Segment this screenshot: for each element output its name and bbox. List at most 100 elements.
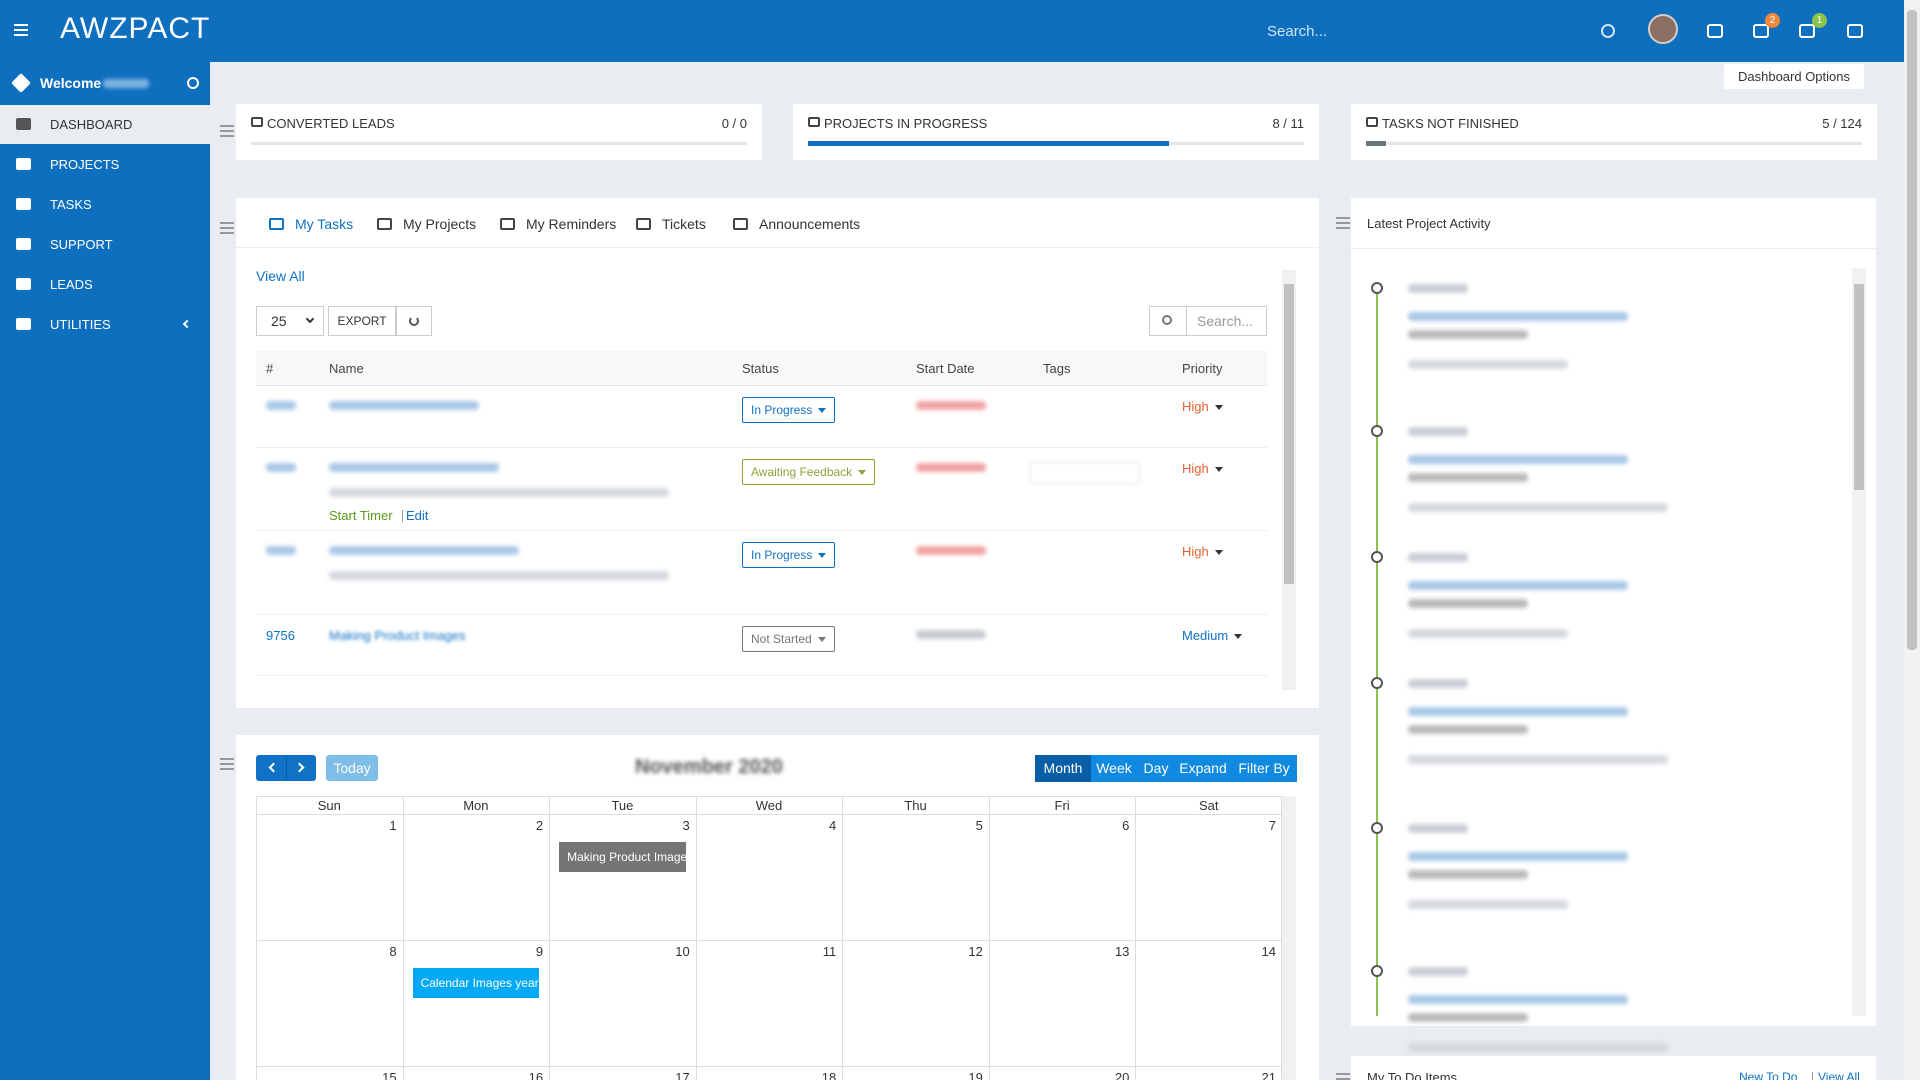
header-icon[interactable] — [1707, 24, 1723, 38]
menu-icon — [16, 318, 31, 330]
menu-icon — [220, 125, 234, 127]
menu-item[interactable]: UTILITIES — [50, 317, 111, 332]
priority-dropdown[interactable]: High — [1182, 544, 1225, 559]
blurred-text — [266, 546, 296, 555]
calendar-event[interactable]: Making Product Image — [559, 842, 686, 872]
tab[interactable]: Tickets — [662, 216, 706, 232]
tab-icon — [733, 218, 748, 230]
menu-item[interactable]: DASHBOARD — [50, 117, 133, 132]
logout-icon[interactable] — [187, 77, 199, 89]
table-header — [256, 351, 1267, 386]
menu-item[interactable]: SUPPORT — [50, 237, 113, 252]
status-dropdown[interactable]: In Progress — [742, 397, 836, 423]
table-row — [256, 531, 1267, 615]
weekday-header: Thu — [904, 798, 927, 813]
status-dropdown[interactable]: Awaiting Feedback — [742, 459, 876, 485]
blurred-text — [916, 463, 986, 472]
sidebar — [0, 62, 210, 1080]
new-todo-link[interactable]: New To Do — [1739, 1070, 1798, 1080]
day-number: 6 — [1122, 818, 1130, 833]
header-icon[interactable] — [1799, 24, 1815, 38]
calendar-panel — [236, 735, 1319, 1080]
page-size-select[interactable]: 25 — [256, 306, 324, 336]
day-number: 21 — [1261, 1070, 1276, 1080]
logo: AWZPACT — [60, 12, 211, 45]
grid-line — [256, 814, 1282, 815]
blurred-text — [916, 630, 986, 639]
column-header[interactable]: Start Date — [916, 361, 975, 376]
view-button[interactable]: Expand — [1175, 755, 1231, 782]
view-button[interactable]: Filter By — [1231, 755, 1297, 782]
grid-line — [695, 796, 697, 1080]
start-timer-link[interactable]: Start Timer — [329, 508, 393, 523]
search-icon[interactable] — [1601, 24, 1615, 38]
header-icon[interactable] — [1753, 24, 1769, 38]
table-search-input[interactable]: Search... — [1187, 306, 1267, 336]
view-button[interactable]: Day — [1137, 755, 1175, 782]
menu-icon — [220, 758, 234, 760]
day-number: 8 — [389, 944, 397, 959]
todo-title: My To Do Items — [1367, 1070, 1458, 1080]
blurred-text — [329, 401, 479, 410]
prev-button[interactable] — [256, 755, 286, 781]
blurred-text — [1408, 330, 1528, 339]
day-number: 1 — [389, 818, 397, 833]
priority-dropdown[interactable]: High — [1182, 399, 1225, 414]
view-all-link[interactable]: View All — [256, 268, 305, 284]
view-button[interactable]: Month — [1035, 755, 1091, 782]
menu-icon — [1336, 217, 1350, 219]
tab[interactable]: My Tasks — [295, 216, 354, 232]
priority-dropdown[interactable]: High — [1182, 461, 1225, 476]
day-number: 19 — [968, 1070, 983, 1080]
header-icon[interactable] — [1847, 24, 1863, 38]
search-button[interactable] — [1149, 306, 1187, 336]
progress-bar — [808, 141, 1169, 146]
tab[interactable]: My Projects — [403, 216, 477, 232]
column-header[interactable]: Status — [742, 361, 779, 376]
export-button[interactable]: EXPORT — [328, 306, 396, 336]
page-scroll-thumb — [1907, 10, 1917, 650]
search-input[interactable]: Search... — [1267, 23, 1328, 40]
refresh-button[interactable] — [396, 306, 432, 336]
stat-label: TASKS NOT FINISHED — [1382, 116, 1519, 131]
column-header[interactable]: Tags — [1043, 361, 1071, 376]
status-dropdown[interactable]: Not Started — [742, 626, 835, 652]
calendar-grid — [256, 796, 1282, 1080]
timeline-dot — [1371, 425, 1383, 437]
status-dropdown[interactable]: In Progress — [742, 542, 836, 568]
menu-icon — [1336, 1078, 1350, 1080]
edit-link[interactable]: Edit — [406, 508, 429, 523]
blurred-text — [329, 488, 669, 497]
day-number: 4 — [829, 818, 837, 833]
blurred-text — [916, 546, 986, 555]
today-button[interactable]: Today — [326, 755, 378, 781]
view-button[interactable]: Week — [1091, 755, 1137, 782]
calendar-event[interactable]: Calendar Images year — [412, 968, 540, 998]
avatar[interactable] — [1648, 14, 1678, 44]
menu-item[interactable]: PROJECTS — [50, 157, 120, 172]
progress-track — [251, 142, 747, 145]
task-name[interactable]: Making Product Images — [329, 628, 466, 643]
table-scroll-thumb — [1284, 284, 1294, 584]
tab[interactable]: My Reminders — [526, 216, 617, 232]
blurred-text — [1408, 455, 1628, 464]
grid-line — [549, 796, 551, 1080]
menu-icon — [220, 768, 234, 770]
weekday-header: Tue — [611, 798, 634, 813]
column-header[interactable]: Name — [329, 361, 364, 376]
progress-track — [1366, 142, 1862, 145]
menu-item[interactable]: LEADS — [50, 277, 93, 292]
day-number: 20 — [1114, 1070, 1130, 1080]
menu-item[interactable]: TASKS — [50, 197, 92, 212]
blurred-text — [1408, 755, 1668, 764]
column-header[interactable]: Priority — [1182, 361, 1223, 376]
day-number: 11 — [822, 944, 837, 959]
todo-view-all-link[interactable]: View All — [1818, 1070, 1860, 1080]
priority-dropdown[interactable]: Medium — [1182, 628, 1244, 643]
next-button[interactable] — [286, 755, 316, 781]
task-id[interactable]: 9756 — [266, 628, 295, 643]
column-header[interactable]: # — [266, 361, 274, 376]
stat-card — [1351, 104, 1877, 160]
dashboard-options-button[interactable]: Dashboard Options — [1724, 64, 1864, 89]
tab[interactable]: Announcements — [759, 216, 861, 232]
